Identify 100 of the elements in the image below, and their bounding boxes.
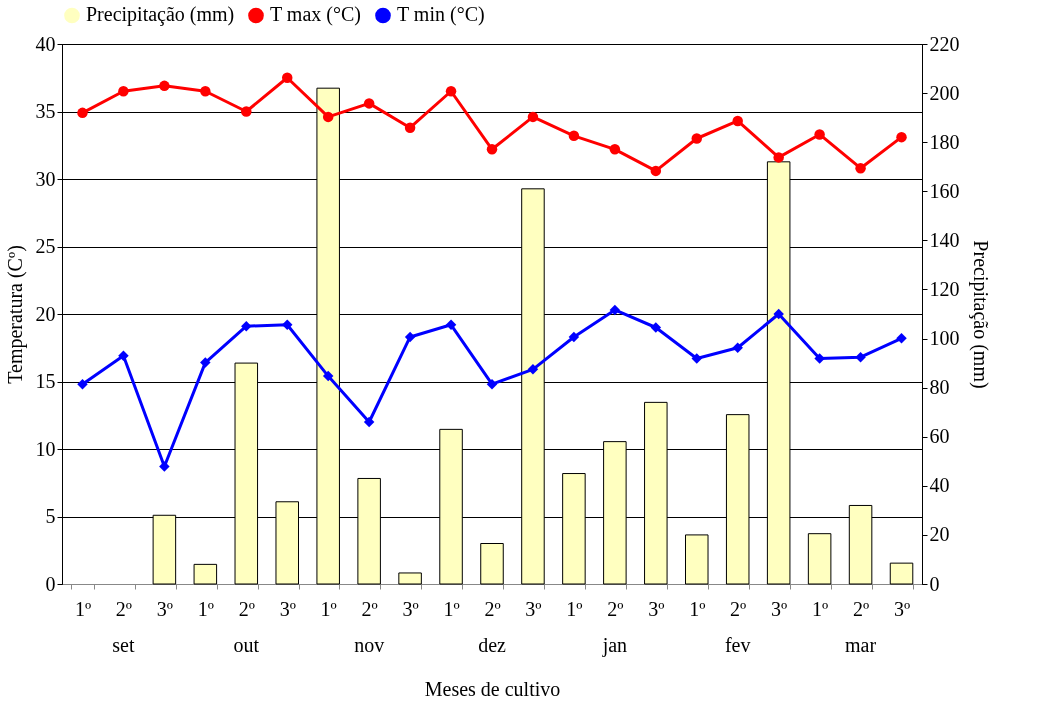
point <box>691 353 703 364</box>
point <box>896 333 907 344</box>
point <box>855 351 866 363</box>
y-tick-label: 0 <box>45 572 56 595</box>
legend-label: Precipitação (mm) <box>86 3 235 27</box>
text: dez <box>478 634 506 656</box>
x-tick-label: 3º <box>156 597 173 620</box>
point <box>814 353 825 364</box>
point <box>568 331 580 343</box>
x-tick-label: 3º <box>771 597 788 620</box>
x-tick-label: 2º <box>730 597 747 620</box>
point <box>486 144 498 155</box>
y-tick-label: 15 <box>35 370 56 392</box>
y2-tick-label: 100 <box>929 327 960 350</box>
point <box>527 111 539 123</box>
point <box>200 357 211 368</box>
x-tick-label: 2º <box>607 597 624 620</box>
y2-tick-label: 200 <box>929 81 960 104</box>
bar <box>807 533 832 585</box>
point <box>650 322 662 333</box>
point <box>486 378 498 390</box>
text: jan <box>601 634 628 657</box>
point <box>609 144 621 155</box>
text: out <box>233 634 260 656</box>
y2-tick-label: 20 <box>929 523 950 546</box>
point <box>732 115 743 127</box>
legend-label: T min (°C) <box>397 3 485 27</box>
text: set <box>112 634 135 656</box>
point <box>404 331 416 343</box>
point <box>814 129 825 140</box>
point <box>281 72 293 83</box>
y-axis-title: Temperatura (Cº) <box>3 245 27 384</box>
y-tick-label: 5 <box>45 505 56 527</box>
y-tick-label: 20 <box>35 302 56 325</box>
text: fev <box>724 634 751 656</box>
x-tick-label: 2º <box>361 597 378 620</box>
point <box>159 80 170 92</box>
y-tick-label: 40 <box>35 32 56 55</box>
legend-label: T max (°C) <box>270 3 361 27</box>
point <box>241 320 252 332</box>
point <box>773 152 784 163</box>
x-tick-label: 2º <box>115 597 133 620</box>
point <box>650 165 662 177</box>
x-tick-label: 3º <box>648 597 665 620</box>
point <box>609 304 621 316</box>
point <box>118 350 129 362</box>
x-tick-label: 1º <box>443 597 460 620</box>
point <box>363 416 375 428</box>
point <box>568 130 580 142</box>
bar <box>685 534 709 585</box>
point <box>896 131 907 143</box>
point <box>241 106 252 117</box>
x-tick-label: 3º <box>525 597 542 620</box>
point <box>404 122 416 133</box>
point <box>363 98 375 109</box>
point <box>855 162 866 174</box>
text: nov <box>354 634 385 656</box>
x-tick-label: 2º <box>484 597 501 620</box>
x-tick-label: 2º <box>238 597 255 620</box>
y2-tick-label: 120 <box>929 277 960 300</box>
point <box>77 107 88 119</box>
y2-tick-label: 80 <box>929 376 950 399</box>
y-tick-label: 30 <box>35 167 56 190</box>
y2-tick-label: 180 <box>929 130 960 153</box>
point <box>118 86 129 97</box>
x-tick-label: 1º <box>197 597 214 620</box>
point <box>77 378 88 390</box>
x-tick-label: 1º <box>320 597 337 620</box>
x-tick-label: 1º <box>566 597 583 620</box>
point <box>200 86 211 97</box>
x-axis-title: Meses de cultivo <box>424 677 561 700</box>
x-tick-label: 3º <box>893 597 911 620</box>
y2-tick-label: 220 <box>929 32 960 55</box>
bar <box>193 563 218 585</box>
point <box>445 319 457 331</box>
point <box>159 461 170 472</box>
y2-tick-label: 60 <box>929 425 950 448</box>
bar <box>398 572 422 585</box>
bar <box>889 562 914 585</box>
point <box>773 308 784 320</box>
point <box>691 133 703 144</box>
x-tick-label: 1º <box>812 597 829 620</box>
y-tick-label: 10 <box>35 437 56 460</box>
x-tick-label: 3º <box>279 597 296 620</box>
y2-tick-label: 140 <box>929 228 960 251</box>
y2-tick-label: 0 <box>929 572 940 595</box>
point <box>527 364 539 375</box>
point <box>445 86 457 97</box>
x-tick-label: 2º <box>852 597 870 620</box>
y2-tick-label: 40 <box>929 474 950 497</box>
y-tick-label: 35 <box>35 100 56 122</box>
x-tick-label: 3º <box>402 597 419 620</box>
point <box>322 370 334 382</box>
text: mar <box>845 634 877 656</box>
point <box>732 342 743 353</box>
x-tick-label: 1º <box>74 597 92 620</box>
y2-tick-label: 160 <box>929 179 960 202</box>
y2-axis-title: Precipitação (mm) <box>968 240 992 389</box>
y-tick-label: 25 <box>35 235 56 257</box>
x-tick-label: 1º <box>689 597 706 620</box>
